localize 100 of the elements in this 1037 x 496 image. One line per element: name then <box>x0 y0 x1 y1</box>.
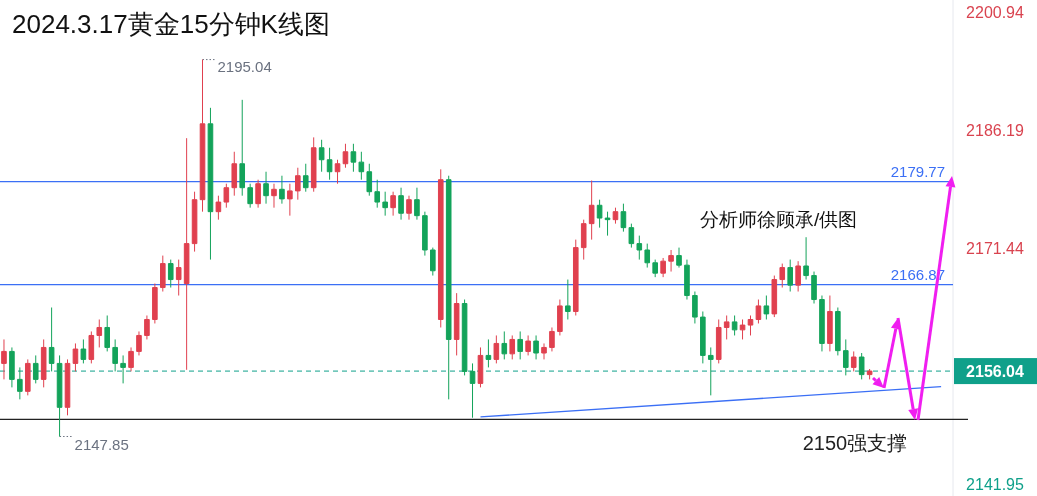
candlestick <box>723 314 730 340</box>
candlestick <box>747 314 754 336</box>
candlestick <box>858 352 865 380</box>
candlestick <box>56 354 63 437</box>
candlestick <box>48 307 55 372</box>
candlestick <box>572 239 579 316</box>
y-tick-label: 2186.19 <box>966 122 1025 140</box>
candlestick <box>350 143 357 173</box>
candlestick <box>755 299 762 324</box>
candlestick <box>668 249 674 273</box>
ref-line-label: 2179.77 <box>890 162 945 180</box>
candlestick <box>160 255 166 293</box>
candlestick <box>358 151 365 181</box>
candlestick <box>374 179 381 209</box>
y-tick-label: 2141.95 <box>966 475 1025 493</box>
candlestick <box>485 338 492 368</box>
candlestick <box>191 191 198 253</box>
ref-line-label: 2156.04 <box>966 363 1025 381</box>
candlestick <box>247 183 253 209</box>
candlestick <box>565 279 571 320</box>
candlestick <box>414 187 420 221</box>
candlestick <box>390 191 396 217</box>
candlestick <box>72 342 79 372</box>
candlestick <box>779 263 786 289</box>
candlestick <box>88 330 95 364</box>
candlestick <box>827 295 833 352</box>
candlestick <box>366 163 373 197</box>
candlestick <box>128 346 134 372</box>
candlestick <box>612 207 619 225</box>
candlestick <box>437 168 444 328</box>
candlestick <box>819 295 825 352</box>
candlestick <box>310 136 317 193</box>
candlestick <box>557 299 563 336</box>
candlestick <box>255 179 261 209</box>
candlestick <box>271 183 277 209</box>
candlestick <box>803 236 809 281</box>
candlestick <box>239 99 246 197</box>
candlestick <box>493 334 500 364</box>
candlestick <box>136 330 142 356</box>
candlestick <box>40 338 47 388</box>
candlestick <box>469 362 476 419</box>
candlestick <box>334 159 341 185</box>
chart-title: 2024.3.17黄金15分钟K线图 <box>12 9 330 39</box>
candlestick <box>430 247 436 277</box>
annotation: 2195.04 <box>217 57 272 75</box>
candlestick <box>700 311 706 364</box>
candlestick <box>866 368 873 380</box>
candlestick <box>731 314 738 336</box>
candlestick <box>215 195 222 221</box>
candlestick <box>620 203 627 233</box>
candlestick <box>795 260 801 293</box>
candlestick <box>636 235 643 261</box>
candlestick <box>715 318 722 364</box>
candlestick <box>517 330 523 360</box>
candlestick <box>175 259 182 297</box>
candlestick <box>707 346 714 396</box>
candlestick <box>422 211 428 257</box>
candlestick <box>445 175 452 400</box>
candlestick <box>588 180 595 241</box>
candlestick <box>549 326 555 352</box>
y-tick-label: 2171.44 <box>966 240 1025 258</box>
candlestick <box>96 318 103 348</box>
candlestick <box>541 342 547 360</box>
candlestick <box>771 275 778 318</box>
candlestick <box>382 191 388 217</box>
candlestick <box>1 338 7 380</box>
annotation: 2147.85 <box>74 436 129 454</box>
candlestick <box>263 171 269 205</box>
candlestick <box>25 358 31 396</box>
candlestick <box>660 257 666 278</box>
candlestick <box>509 334 516 360</box>
candlestick <box>223 183 230 209</box>
candlestick <box>739 318 746 340</box>
candlestick <box>676 247 682 269</box>
candlestick <box>112 338 118 372</box>
candlestick <box>684 259 690 301</box>
candlestick <box>287 183 293 217</box>
y-tick-label: 2200.94 <box>966 4 1025 22</box>
candlestick <box>318 139 325 173</box>
candlestick <box>628 223 635 249</box>
candlestick <box>787 259 793 293</box>
candlestick <box>501 330 508 360</box>
candlestick <box>120 354 126 384</box>
candlestick <box>17 366 23 400</box>
candlestick <box>279 175 285 205</box>
candlestick <box>104 314 111 352</box>
ref-line-label: 2150强支撑 <box>802 432 908 455</box>
candlestick <box>842 338 849 376</box>
candlestick <box>207 107 214 261</box>
candlestick <box>231 151 238 197</box>
candlestick <box>295 167 301 201</box>
candlestick <box>167 259 174 289</box>
annotation: 分析师徐顾承/供图 <box>700 209 858 230</box>
candlestick <box>342 143 349 169</box>
candlestick <box>525 334 531 356</box>
candlestick <box>326 147 333 181</box>
candlestick <box>533 334 539 360</box>
candlestick <box>183 137 190 371</box>
candlestick <box>604 211 611 237</box>
candlestick <box>152 283 158 324</box>
